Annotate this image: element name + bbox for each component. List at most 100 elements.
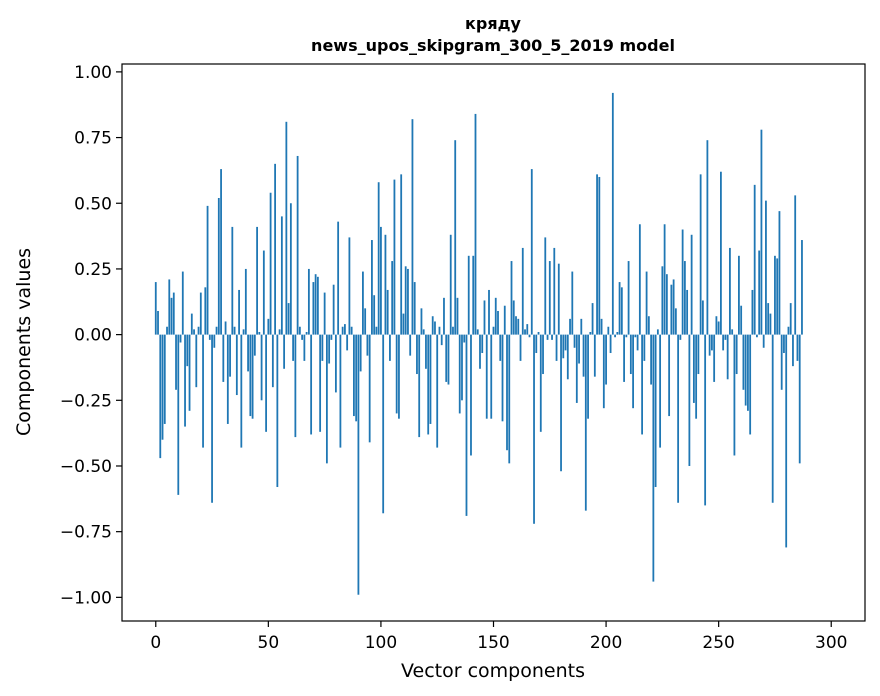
bar-108: [398, 334, 400, 419]
bar-237: [688, 334, 691, 466]
y-tick-label: −1.00: [60, 588, 112, 608]
bar-275: [774, 255, 776, 335]
bar-251: [720, 171, 722, 335]
bar-212: [632, 334, 634, 409]
bar-121: [427, 334, 430, 435]
bar-173: [544, 237, 547, 335]
bar-25: [211, 334, 213, 503]
y-tick-label: −0.50: [60, 457, 112, 477]
bar-78: [330, 334, 333, 340]
bar-198: [600, 318, 603, 335]
bar-116: [416, 334, 418, 375]
bar-11: [179, 334, 182, 343]
bar-5: [166, 326, 168, 335]
bar-174: [546, 334, 549, 340]
bar-87: [350, 326, 353, 335]
bar-215: [638, 224, 641, 335]
bar-154: [501, 334, 504, 422]
bar-278: [780, 334, 783, 390]
bar-44: [253, 334, 256, 356]
bar-172: [542, 334, 544, 375]
bar-99: [377, 182, 380, 335]
bar-133: [454, 140, 457, 335]
y-tick-label: 1.00: [74, 63, 112, 83]
bar-156: [506, 334, 508, 451]
bar-201: [607, 326, 610, 335]
bar-47: [260, 334, 263, 401]
bar-21: [202, 334, 204, 448]
bar-34: [231, 226, 234, 335]
bar-126: [438, 326, 441, 335]
bar-180: [560, 334, 562, 472]
x-axis-label: Vector components: [401, 660, 585, 682]
bar-160: [515, 316, 517, 335]
bar-273: [769, 313, 772, 335]
bar-6: [168, 279, 171, 335]
bar-30: [222, 334, 225, 382]
bar-187: [575, 334, 578, 403]
bar-136: [461, 334, 463, 401]
bar-165: [526, 324, 529, 335]
bar-90: [357, 334, 360, 595]
bar-257: [733, 334, 736, 456]
bar-261: [742, 334, 745, 390]
x-tick-label: 150: [477, 633, 509, 653]
bar-158: [510, 261, 513, 335]
bar-109: [400, 174, 403, 335]
bar-250: [717, 321, 720, 335]
bar-14: [186, 334, 189, 367]
bar-35: [233, 326, 236, 335]
bar-153: [499, 334, 502, 361]
bar-36: [235, 334, 238, 396]
bar-164: [524, 329, 526, 335]
bar-244: [704, 334, 707, 506]
bar-37: [238, 289, 240, 335]
bar-221: [652, 334, 655, 582]
bar-281: [787, 326, 790, 335]
bar-114: [411, 119, 414, 335]
bar-243: [701, 300, 704, 335]
bar-161: [517, 318, 520, 335]
bar-115: [413, 282, 416, 335]
bar-185: [571, 271, 574, 335]
bar-276: [776, 258, 779, 335]
bar-286: [798, 334, 801, 464]
bar-46: [258, 331, 261, 335]
bar-150: [492, 326, 495, 335]
bar-65: [301, 334, 304, 340]
bar-254: [726, 334, 729, 380]
bar-112: [407, 268, 409, 335]
bar-20: [199, 292, 202, 335]
bar-81: [337, 221, 340, 335]
bar-97: [373, 295, 376, 335]
bar-98: [375, 326, 378, 335]
bar-283: [792, 334, 794, 367]
bar-178: [555, 334, 558, 361]
bar-287: [801, 240, 803, 335]
bar-175: [548, 261, 551, 335]
bar-45: [256, 226, 258, 335]
bar-159: [512, 300, 515, 335]
bar-54: [276, 334, 279, 488]
bar-107: [395, 334, 398, 414]
bar-191: [584, 334, 587, 511]
bar-265: [751, 289, 754, 335]
bar-248: [713, 334, 716, 382]
bar-80: [334, 334, 337, 393]
bar-263: [747, 334, 749, 411]
bar-49: [265, 334, 267, 432]
bar-75: [323, 292, 326, 335]
bar-117: [418, 334, 421, 438]
bar-214: [636, 334, 639, 351]
x-axis: 0 50 100 150 200 250 300: [150, 621, 847, 653]
bar-61: [292, 334, 295, 361]
bar-166: [528, 334, 531, 338]
bar-226: [663, 224, 666, 335]
bar-127: [440, 334, 443, 346]
bar-151: [494, 297, 497, 335]
bar-88: [353, 334, 355, 417]
bar-233: [679, 334, 682, 340]
bar-42: [249, 334, 252, 417]
bar-141: [472, 255, 475, 335]
